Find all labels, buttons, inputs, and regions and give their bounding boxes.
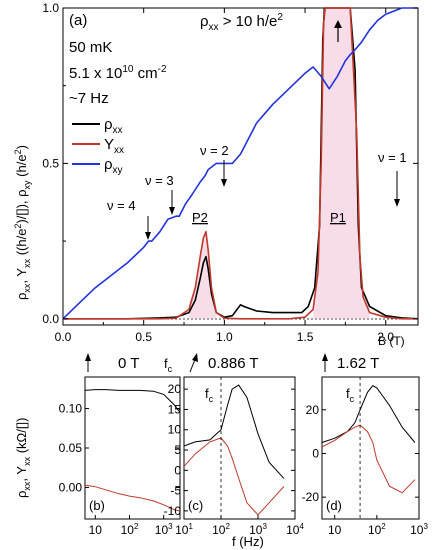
nu2-arrowhead <box>221 179 227 187</box>
y-tick-label: 0.0 <box>42 312 59 326</box>
nu4-label: ν = 4 <box>107 198 136 213</box>
nu4-arrowhead <box>145 232 151 240</box>
rho-note-arrow <box>334 20 342 42</box>
density-label: 5.1 x 1010 cm-2 <box>69 64 167 82</box>
x-tick-label: 102 <box>121 522 139 537</box>
x-tick-label: 10 <box>328 523 342 537</box>
x-tick-label: 10 <box>89 523 103 537</box>
nu2-label: ν = 2 <box>200 143 229 158</box>
panel-b-y-xx-line <box>84 484 181 512</box>
main-x-axis-label: B (T) <box>378 334 405 348</box>
legend: ρxx Yxx ρxy <box>72 116 124 176</box>
y-tick-label: 0.05 <box>59 441 83 455</box>
panel-d-rho-xx-line <box>321 385 416 443</box>
x-tick-label: 102 <box>212 522 230 537</box>
bottom-content: 0.00 0.05 0.10 10 102 103 -10 -5 0 5 10 15 20 101 102 1… <box>59 377 428 537</box>
main-panel: 0.0 0.5 1.0 1.5 2.0 0.0 0.5 1.0 (a) 50 mK 5.1 x… <box>13 1 419 348</box>
y-tick-label: 15 <box>168 402 182 416</box>
panel-b-label: (b) <box>89 498 105 513</box>
rho-xy-line <box>62 7 418 320</box>
y-tick-label: 0.00 <box>59 480 83 494</box>
p2-label: P2 <box>192 210 208 225</box>
temperature-label: 50 mK <box>69 39 112 56</box>
y-tick-label: -10 <box>164 504 182 518</box>
panel-c-rho-xx-line <box>183 384 285 479</box>
y-tick-label: 20 <box>306 403 320 417</box>
bottom-panels: 0.00 0.05 0.10 10 102 103 -10 -5 0 5 10 15 20 101 102 1… <box>14 353 428 549</box>
fc-label-c: fc <box>205 386 214 404</box>
panel-c-label: (c) <box>188 498 203 513</box>
x-tick-label: 104 <box>286 522 304 537</box>
y-tick-label: -20 <box>302 490 320 504</box>
nu1-label: ν = 1 <box>378 150 407 165</box>
y-tick-label: 20 <box>168 382 182 396</box>
y-tick-label: 0 <box>312 446 319 460</box>
panel-c-y-xx-line <box>183 437 285 516</box>
y-tick-label: 5 <box>174 443 181 457</box>
legend-y-xx: Yxx <box>104 136 124 156</box>
y-tick-label: 1.0 <box>42 1 59 15</box>
y-tick-label: 10 <box>168 423 182 437</box>
x-tick-label: 1.0 <box>216 330 233 344</box>
frequency-label: ~7 Hz <box>69 90 109 107</box>
x-tick-label: 2.0 <box>377 330 394 344</box>
main-y-axis-label: ρxx, Yxx ((h/e2)/[]), ρxy (h/e2) <box>13 145 32 300</box>
y-tick-label: -5 <box>170 484 181 498</box>
panel-d-content: -20 0 20 10 102 103 <box>302 377 428 537</box>
field-label-d: 1.62 T <box>337 355 379 372</box>
x-tick-label: 0.5 <box>135 330 152 344</box>
y-xx-line <box>63 7 418 320</box>
fc-label-b: fc <box>164 356 173 374</box>
p1-label: P1 <box>330 210 346 225</box>
x-tick-label: 102 <box>368 522 386 537</box>
y-tick-label: 0.5 <box>42 156 59 170</box>
field-arrows <box>85 353 328 373</box>
nu3-arrowhead <box>169 207 175 215</box>
main-plot-frame <box>62 7 419 326</box>
x-tick-label: 1.5 <box>297 330 314 344</box>
y-tick-label: 0 <box>174 463 181 477</box>
panel-d-frame <box>321 376 420 520</box>
panel-b-rho-xx-line <box>84 389 181 413</box>
rho-xx-line <box>63 7 419 320</box>
main-series <box>62 7 419 320</box>
x-tick-label: 103 <box>155 522 173 537</box>
x-tick-label: 103 <box>410 522 428 537</box>
main-ticks: 0.0 0.5 1.0 1.5 2.0 0.0 0.5 1.0 <box>42 1 418 344</box>
panel-c-content: -10 -5 0 5 10 15 20 101 102 103 104 <box>164 377 304 537</box>
x-tick-label: 101 <box>175 522 193 537</box>
fc-label-d: fc <box>346 386 355 404</box>
legend-rho-xx: ρxx <box>104 116 123 136</box>
field-label-c: 0.886 T <box>208 355 259 372</box>
panel-d-label: (d) <box>326 498 342 513</box>
y-tick-label: 0.10 <box>59 402 83 416</box>
field-label-b: 0 T <box>118 355 139 372</box>
panel-a-label: (a) <box>69 12 87 29</box>
legend-rho-xy: ρxy <box>104 156 123 176</box>
panel-b-content: 0.00 0.05 0.10 10 102 103 <box>59 377 181 537</box>
bottom-x-axis-label: f (Hz) <box>232 534 264 549</box>
x-tick-label: 103 <box>249 522 267 537</box>
x-tick-label: 0.0 <box>55 330 72 344</box>
nu1-arrowhead <box>394 199 400 207</box>
nu3-label: ν = 3 <box>145 173 174 188</box>
bottom-y-axis-label: ρxx, Yxx (kΩ/[]) <box>14 418 32 498</box>
panel-c-frame <box>183 376 296 520</box>
panel-d-y-xx-line <box>321 424 416 494</box>
rho-note: ρxx > 10 h/e2 <box>200 12 283 33</box>
